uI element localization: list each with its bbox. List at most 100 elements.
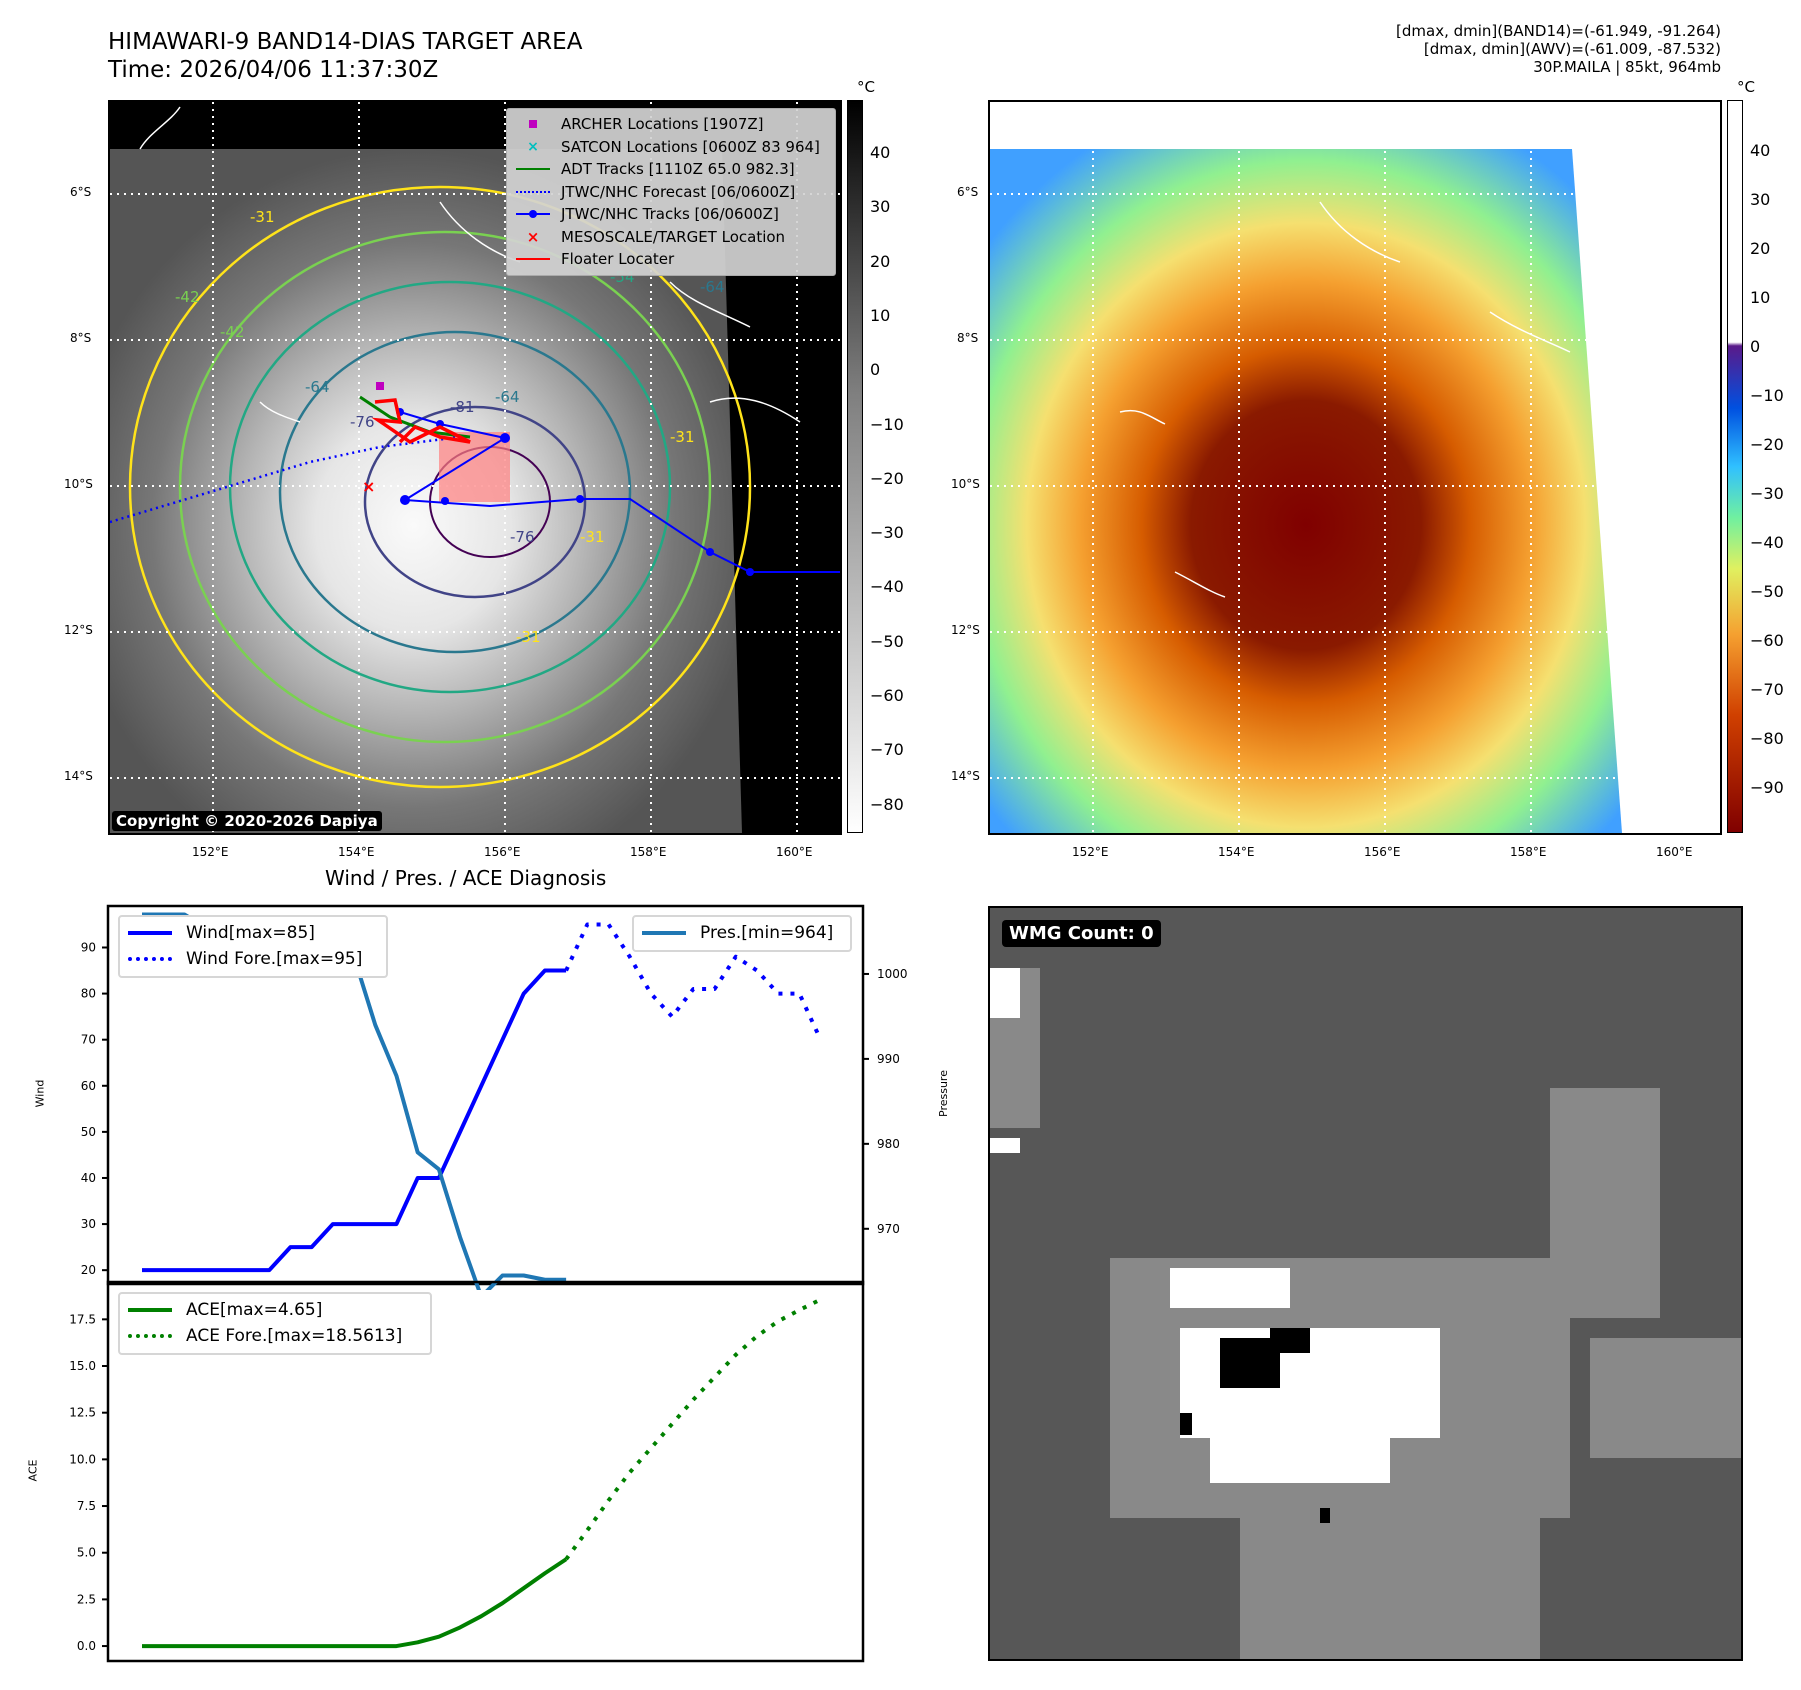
y-tick-label: 7.5 xyxy=(77,1499,96,1513)
adt-track xyxy=(359,395,471,439)
lat-tick: 6°S xyxy=(957,185,979,199)
legend-label: SATCON Locations [0600Z 83 964] xyxy=(561,137,820,156)
lat-tick: 10°S xyxy=(951,477,980,491)
map-gridlines xyxy=(990,102,1720,833)
line-icon xyxy=(128,1308,172,1312)
colorbar-tick: 40 xyxy=(1750,141,1771,160)
lon-tick: 152°E xyxy=(192,845,229,859)
contour-label: -76 xyxy=(510,528,535,546)
wind-legend: Wind[max=85] Wind Fore.[max=95] xyxy=(118,915,388,978)
ir-colorbar-unit: °C xyxy=(857,78,875,96)
awv-map-image xyxy=(990,102,1720,833)
contour-label: -64 xyxy=(495,388,520,406)
square-icon xyxy=(529,120,537,129)
lat-tick: 8°S xyxy=(957,331,979,345)
legend-label: ARCHER Locations [1907Z] xyxy=(561,115,764,134)
colorbar-tick: −20 xyxy=(870,468,904,488)
wmg-panel: WMG Count: 0 xyxy=(988,906,1743,1661)
x-mark-icon: × xyxy=(526,227,540,246)
y-tick-label: 60 xyxy=(81,1079,96,1093)
mesoscale-marker: × xyxy=(362,477,375,496)
ir-map-panel: × -31 -31 -42 -42 -54 -64 -64 -64 -76 -7… xyxy=(108,100,842,835)
lat-tick: 8°S xyxy=(70,331,92,345)
contour-label: -81 xyxy=(450,398,475,416)
jtwc-track xyxy=(399,411,840,573)
colorbar-tick: 0 xyxy=(1750,337,1761,356)
ace-axis-label: ACE xyxy=(26,1459,40,1482)
colorbar-tick: 20 xyxy=(870,251,891,271)
band14-stats: [dmax, dmin](BAND14)=(-61.949, -91.264) xyxy=(1396,22,1721,40)
lat-tick: 12°S xyxy=(951,623,980,637)
legend-label: Wind[max=85] xyxy=(186,923,315,943)
pressure-legend: Pres.[min=964] xyxy=(632,915,852,952)
lon-tick: 156°E xyxy=(484,845,521,859)
colorbar-tick: 40 xyxy=(870,143,891,162)
line-icon xyxy=(516,168,550,171)
legend-item-satcon: × SATCON Locations [0600Z 83 964] xyxy=(513,136,829,159)
lat-tick: 14°S xyxy=(64,769,93,783)
contour-label: -31 xyxy=(670,428,695,446)
figure-title: HIMAWARI-9 BAND14-DIAS TARGET AREA Time:… xyxy=(108,28,582,84)
y2-tick-label: 980 xyxy=(877,1137,900,1151)
colorbar-tick: 10 xyxy=(1750,288,1771,307)
legend-item-wind: Wind[max=85] xyxy=(128,920,378,946)
legend-item-floater: Floater Locater xyxy=(513,248,829,271)
y-tick-label: 70 xyxy=(81,1033,96,1047)
pressure-axis-label: Pressure xyxy=(936,1070,950,1117)
contour-31 xyxy=(128,185,752,789)
contour-label: -64 xyxy=(700,278,725,296)
contour-label: -42 xyxy=(220,323,245,341)
y-tick-label: 15.0 xyxy=(69,1359,96,1373)
wmg-count-badge: WMG Count: 0 xyxy=(1002,920,1161,947)
y2-tick-label: 990 xyxy=(877,1052,900,1066)
ace-chart: 17.5 15.0 12.5 10.0 7.5 5.0 2.5 0.0 xyxy=(69,1280,865,1663)
legend-item-adt: ADT Tracks [1110Z 65.0 982.3] xyxy=(513,158,829,181)
legend-item-mesoscale: × MESOSCALE/TARGET Location xyxy=(513,226,829,249)
lat-tick: 14°S xyxy=(951,769,980,783)
contour-64 xyxy=(278,330,632,654)
colorbar-tick: −70 xyxy=(1750,680,1784,699)
ir-legend: ARCHER Locations [1907Z] × SATCON Locati… xyxy=(506,108,836,276)
legend-item-pressure: Pres.[min=964] xyxy=(642,920,842,946)
colorbar-tick: −70 xyxy=(870,740,904,760)
y-tick-label: 2.5 xyxy=(77,1592,96,1606)
chart-frame xyxy=(106,1280,865,1663)
copyright-label: Copyright © 2020-2026 Dapiya xyxy=(112,811,382,831)
series-line xyxy=(564,922,823,1041)
y2-tick-label: 970 xyxy=(877,1222,900,1236)
ace-legend: ACE[max=4.65] ACE Fore.[max=18.5613] xyxy=(118,1292,432,1355)
contour-label: -31 xyxy=(516,628,541,646)
contour-label: -64 xyxy=(305,378,330,396)
colorbar-tick: −40 xyxy=(1750,533,1784,552)
y-tick-label: 17.5 xyxy=(69,1312,96,1326)
dotted-line-icon xyxy=(128,957,172,961)
lon-tick: 160°E xyxy=(1656,845,1693,859)
coastlines xyxy=(1119,201,1571,598)
colorbar-tick: −80 xyxy=(870,794,904,814)
legend-item-archer: ARCHER Locations [1907Z] xyxy=(513,113,829,136)
y-tick-label: 12.5 xyxy=(69,1406,96,1420)
legend-item-ace-forecast: ACE Fore.[max=18.5613] xyxy=(128,1323,422,1349)
lat-tick: 6°S xyxy=(70,185,92,199)
legend-item-forecast: JTWC/NHC Forecast [06/0600Z] xyxy=(513,181,829,204)
y-tick-label: 90 xyxy=(81,940,96,954)
floater-track xyxy=(371,398,471,445)
line-icon xyxy=(642,931,686,935)
contour-label: -31 xyxy=(580,528,605,546)
ir-map-image: × xyxy=(110,102,840,833)
y-tick-label: 10.0 xyxy=(69,1452,96,1466)
ir-imagery xyxy=(110,149,742,833)
lon-tick: 154°E xyxy=(1218,845,1255,859)
legend-item-wind-forecast: Wind Fore.[max=95] xyxy=(128,946,378,972)
y2-tick-label: 1000 xyxy=(877,967,908,981)
y-tick-label: 40 xyxy=(81,1171,96,1185)
lat-tick: 12°S xyxy=(64,623,93,637)
contour-labels: -31 -31 -42 -42 -54 -64 -64 -64 -76 -76 … xyxy=(175,208,725,646)
wmg-image xyxy=(990,968,1741,1659)
colorbar-tick: −30 xyxy=(870,523,904,543)
colorbar-tick: −50 xyxy=(1750,582,1784,601)
colorbar-tick: −60 xyxy=(1750,631,1784,650)
contour-label: -76 xyxy=(350,413,375,431)
contour-label: -42 xyxy=(175,288,200,306)
colorbar-tick: 20 xyxy=(1750,239,1771,258)
